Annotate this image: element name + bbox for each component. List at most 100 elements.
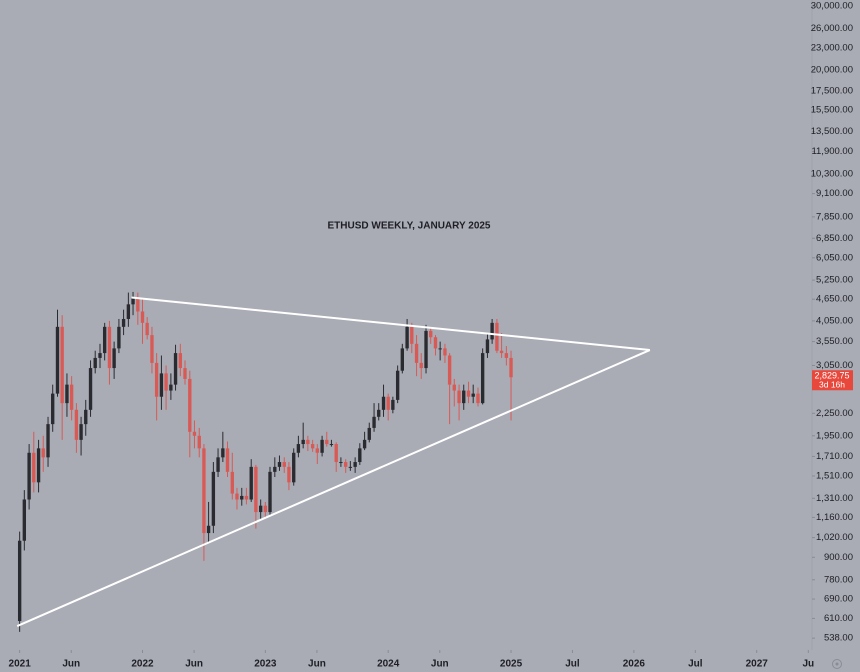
candle-body (273, 466, 277, 472)
candle-body (301, 439, 305, 445)
candle-body (292, 452, 296, 483)
y-tick-label: 10,300.00 (811, 169, 853, 180)
candle-body (117, 326, 121, 349)
x-tick-label: Jun (185, 659, 203, 670)
candle-body (433, 337, 438, 349)
candle-body (17, 540, 22, 622)
candle-body (258, 505, 263, 513)
candle-body (169, 384, 173, 391)
candle-body (188, 378, 192, 432)
x-tick-label: Jul (688, 659, 703, 670)
candle-body (183, 368, 187, 379)
candle-body (145, 322, 149, 336)
candle-body (485, 339, 490, 354)
candle-body (429, 330, 433, 338)
x-tick-label: Jul (565, 659, 580, 670)
candle-body (84, 409, 88, 425)
y-tick-label: 1,310.00 (816, 493, 853, 504)
x-tick-label: 2026 (623, 659, 646, 670)
y-tick-label: 11,900.00 (811, 146, 853, 157)
candle-body (65, 384, 69, 404)
candle-body (372, 416, 376, 428)
candle-body (462, 390, 466, 404)
x-tick-label: Jun (308, 659, 326, 670)
candle-body (249, 466, 253, 500)
candle-body (206, 525, 211, 534)
candle-body (480, 353, 485, 404)
candle-body (424, 330, 428, 369)
candle-body (41, 448, 45, 458)
candle-body (499, 350, 504, 354)
settings-icon[interactable] (832, 659, 842, 669)
candle-body (447, 355, 452, 385)
x-tick-label: Jun (431, 659, 449, 670)
candle-body (121, 318, 126, 327)
y-tick-label: 2,250.00 (816, 408, 853, 419)
candle-body (495, 322, 499, 351)
candle-body (93, 357, 97, 369)
y-tick-label: 9,100.00 (816, 188, 853, 199)
y-tick-label: 13,500.00 (811, 126, 853, 137)
candle-body (329, 444, 334, 446)
y-tick-label: 3,550.00 (816, 336, 853, 347)
candle-body (107, 326, 112, 369)
candle-body (74, 409, 79, 440)
candle-body (358, 448, 362, 463)
candle-body (211, 471, 216, 526)
candle-body (419, 362, 423, 369)
y-tick-label: 1,160.00 (816, 512, 853, 523)
y-tick-label: 3,050.00 (816, 360, 853, 371)
candle-body (173, 353, 178, 385)
candle-body (296, 444, 301, 453)
candle-body (466, 390, 471, 397)
candle-body (353, 462, 357, 467)
candle-body (438, 348, 442, 350)
y-tick-label: 780.00 (824, 574, 853, 585)
candle-body (443, 348, 447, 356)
candle-body (225, 448, 230, 472)
candle-body (310, 444, 315, 449)
x-tick-label: 2025 (500, 659, 523, 670)
x-tick-label: 2021 (9, 659, 32, 670)
candle-body (216, 457, 220, 472)
x-tick-label: Ju (802, 659, 814, 670)
y-tick-label: 1,710.00 (816, 451, 853, 462)
candle-body (244, 495, 249, 500)
candle-body (131, 297, 135, 305)
candle-body (315, 448, 319, 453)
candle-body (79, 424, 83, 440)
candle-body (410, 326, 414, 344)
y-tick-label: 30,000.00 (811, 1, 853, 12)
candle-body (395, 370, 400, 400)
candle-body (344, 462, 348, 467)
x-tick-label: 2023 (254, 659, 277, 670)
y-tick-label: 4,650.00 (816, 294, 853, 305)
y-tick-label: 5,250.00 (816, 275, 853, 286)
x-tick-label: Jun (62, 659, 80, 670)
candle-body (277, 462, 282, 467)
y-tick-label: 610.00 (824, 613, 853, 624)
y-tick-label: 538.00 (824, 633, 853, 644)
candle-body (140, 311, 145, 323)
candle-body (320, 439, 324, 453)
candle-body (457, 390, 461, 404)
candle-body (362, 439, 367, 449)
y-tick-label: 1,510.00 (816, 470, 853, 481)
candle-body (46, 424, 50, 458)
y-tick-label: 7,850.00 (816, 211, 853, 222)
candle-body (476, 393, 480, 404)
candle-body (159, 373, 164, 397)
candle-body (197, 435, 201, 449)
x-tick-label: 2024 (377, 659, 400, 670)
candle-body (60, 326, 64, 404)
y-tick-label: 1,020.00 (816, 532, 853, 543)
candle-body (348, 466, 353, 468)
trendline (131, 296, 650, 352)
candle-body (254, 466, 258, 513)
candle-body (36, 448, 41, 483)
candle-body (126, 304, 131, 319)
candle-body (339, 462, 343, 464)
y-tick-label: 26,000.00 (811, 23, 853, 34)
